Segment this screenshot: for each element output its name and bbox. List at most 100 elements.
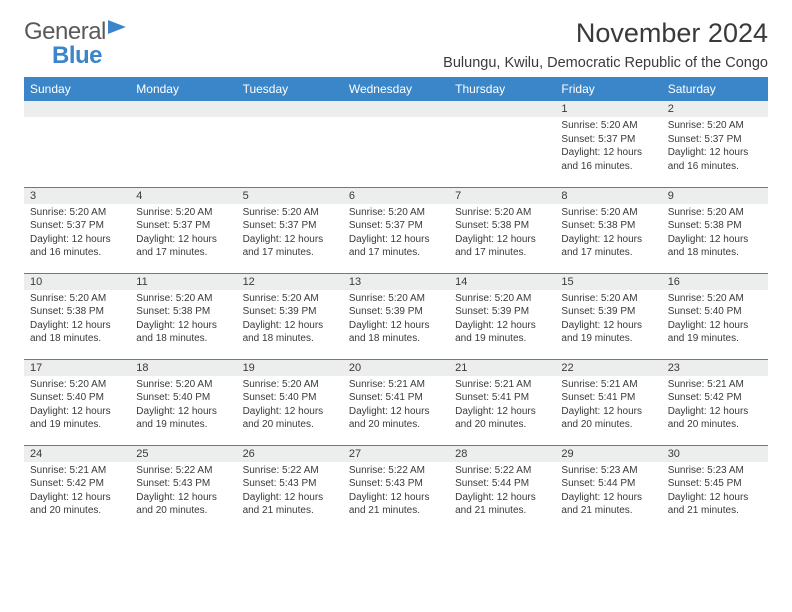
day-details: Sunrise: 5:23 AMSunset: 5:45 PMDaylight:… bbox=[662, 462, 768, 522]
day-number: 20 bbox=[343, 360, 449, 376]
day-details: Sunrise: 5:20 AMSunset: 5:37 PMDaylight:… bbox=[555, 117, 661, 177]
logo-word-2: Blue bbox=[52, 42, 126, 70]
calendar-week-row: 3Sunrise: 5:20 AMSunset: 5:37 PMDaylight… bbox=[24, 187, 768, 273]
day-number: 29 bbox=[555, 446, 661, 462]
day-number: 18 bbox=[130, 360, 236, 376]
day-details: Sunrise: 5:20 AMSunset: 5:38 PMDaylight:… bbox=[662, 204, 768, 264]
calendar-day-cell: 2Sunrise: 5:20 AMSunset: 5:37 PMDaylight… bbox=[662, 101, 768, 187]
calendar-day-cell: 26Sunrise: 5:22 AMSunset: 5:43 PMDayligh… bbox=[237, 445, 343, 531]
calendar-day-cell: 8Sunrise: 5:20 AMSunset: 5:38 PMDaylight… bbox=[555, 187, 661, 273]
day-details: Sunrise: 5:20 AMSunset: 5:40 PMDaylight:… bbox=[24, 376, 130, 436]
calendar-day-cell: 19Sunrise: 5:20 AMSunset: 5:40 PMDayligh… bbox=[237, 359, 343, 445]
day-number: 8 bbox=[555, 188, 661, 204]
day-details: Sunrise: 5:22 AMSunset: 5:44 PMDaylight:… bbox=[449, 462, 555, 522]
day-details: Sunrise: 5:20 AMSunset: 5:37 PMDaylight:… bbox=[343, 204, 449, 264]
day-header: Thursday bbox=[449, 77, 555, 101]
day-header: Sunday bbox=[24, 77, 130, 101]
day-number: 11 bbox=[130, 274, 236, 290]
calendar-day-cell: 27Sunrise: 5:22 AMSunset: 5:43 PMDayligh… bbox=[343, 445, 449, 531]
day-number: 27 bbox=[343, 446, 449, 462]
day-number: 4 bbox=[130, 188, 236, 204]
page-title: November 2024 bbox=[443, 18, 768, 49]
day-number: 16 bbox=[662, 274, 768, 290]
day-number: 10 bbox=[24, 274, 130, 290]
calendar-day-cell: 11Sunrise: 5:20 AMSunset: 5:38 PMDayligh… bbox=[130, 273, 236, 359]
day-number: 23 bbox=[662, 360, 768, 376]
day-number: 17 bbox=[24, 360, 130, 376]
calendar-day-cell bbox=[237, 101, 343, 187]
calendar-day-cell bbox=[24, 101, 130, 187]
day-header: Monday bbox=[130, 77, 236, 101]
calendar-day-cell: 25Sunrise: 5:22 AMSunset: 5:43 PMDayligh… bbox=[130, 445, 236, 531]
day-number: 19 bbox=[237, 360, 343, 376]
day-details: Sunrise: 5:20 AMSunset: 5:39 PMDaylight:… bbox=[343, 290, 449, 350]
day-details: Sunrise: 5:20 AMSunset: 5:38 PMDaylight:… bbox=[449, 204, 555, 264]
day-number: 13 bbox=[343, 274, 449, 290]
day-header: Saturday bbox=[662, 77, 768, 101]
day-number: 30 bbox=[662, 446, 768, 462]
day-details: Sunrise: 5:20 AMSunset: 5:38 PMDaylight:… bbox=[555, 204, 661, 264]
calendar-day-cell: 29Sunrise: 5:23 AMSunset: 5:44 PMDayligh… bbox=[555, 445, 661, 531]
day-number: 12 bbox=[237, 274, 343, 290]
day-number: 21 bbox=[449, 360, 555, 376]
day-details: Sunrise: 5:20 AMSunset: 5:38 PMDaylight:… bbox=[24, 290, 130, 350]
day-number: 14 bbox=[449, 274, 555, 290]
day-details: Sunrise: 5:21 AMSunset: 5:41 PMDaylight:… bbox=[343, 376, 449, 436]
calendar-day-cell: 1Sunrise: 5:20 AMSunset: 5:37 PMDaylight… bbox=[555, 101, 661, 187]
logo: General Blue bbox=[24, 18, 126, 70]
calendar-day-cell: 23Sunrise: 5:21 AMSunset: 5:42 PMDayligh… bbox=[662, 359, 768, 445]
calendar-day-cell bbox=[449, 101, 555, 187]
day-number: 5 bbox=[237, 188, 343, 204]
calendar-day-cell bbox=[130, 101, 236, 187]
day-details: Sunrise: 5:20 AMSunset: 5:40 PMDaylight:… bbox=[662, 290, 768, 350]
calendar-day-cell bbox=[343, 101, 449, 187]
day-number: 7 bbox=[449, 188, 555, 204]
day-details: Sunrise: 5:20 AMSunset: 5:37 PMDaylight:… bbox=[662, 117, 768, 177]
calendar-day-cell: 9Sunrise: 5:20 AMSunset: 5:38 PMDaylight… bbox=[662, 187, 768, 273]
day-details: Sunrise: 5:22 AMSunset: 5:43 PMDaylight:… bbox=[343, 462, 449, 522]
day-details: Sunrise: 5:21 AMSunset: 5:41 PMDaylight:… bbox=[555, 376, 661, 436]
day-number: 25 bbox=[130, 446, 236, 462]
day-details: Sunrise: 5:20 AMSunset: 5:37 PMDaylight:… bbox=[24, 204, 130, 264]
calendar-day-cell: 14Sunrise: 5:20 AMSunset: 5:39 PMDayligh… bbox=[449, 273, 555, 359]
day-number: 9 bbox=[662, 188, 768, 204]
day-number: 26 bbox=[237, 446, 343, 462]
calendar-week-row: 10Sunrise: 5:20 AMSunset: 5:38 PMDayligh… bbox=[24, 273, 768, 359]
calendar-day-cell: 21Sunrise: 5:21 AMSunset: 5:41 PMDayligh… bbox=[449, 359, 555, 445]
calendar-day-cell: 17Sunrise: 5:20 AMSunset: 5:40 PMDayligh… bbox=[24, 359, 130, 445]
day-details: Sunrise: 5:22 AMSunset: 5:43 PMDaylight:… bbox=[130, 462, 236, 522]
flag-icon bbox=[108, 20, 126, 34]
calendar-table: Sunday Monday Tuesday Wednesday Thursday… bbox=[24, 77, 768, 531]
day-number: 15 bbox=[555, 274, 661, 290]
day-details: Sunrise: 5:20 AMSunset: 5:39 PMDaylight:… bbox=[237, 290, 343, 350]
day-number: 24 bbox=[24, 446, 130, 462]
page-subtitle: Bulungu, Kwilu, Democratic Republic of t… bbox=[443, 55, 768, 71]
calendar-day-cell: 16Sunrise: 5:20 AMSunset: 5:40 PMDayligh… bbox=[662, 273, 768, 359]
calendar-day-cell: 18Sunrise: 5:20 AMSunset: 5:40 PMDayligh… bbox=[130, 359, 236, 445]
calendar-day-cell: 15Sunrise: 5:20 AMSunset: 5:39 PMDayligh… bbox=[555, 273, 661, 359]
day-details: Sunrise: 5:20 AMSunset: 5:38 PMDaylight:… bbox=[130, 290, 236, 350]
page-header: General Blue November 2024 Bulungu, Kwil… bbox=[24, 18, 768, 71]
calendar-week-row: 17Sunrise: 5:20 AMSunset: 5:40 PMDayligh… bbox=[24, 359, 768, 445]
calendar-day-cell: 3Sunrise: 5:20 AMSunset: 5:37 PMDaylight… bbox=[24, 187, 130, 273]
day-header: Wednesday bbox=[343, 77, 449, 101]
calendar-day-cell: 6Sunrise: 5:20 AMSunset: 5:37 PMDaylight… bbox=[343, 187, 449, 273]
title-block: November 2024 Bulungu, Kwilu, Democratic… bbox=[443, 18, 768, 71]
day-header-row: Sunday Monday Tuesday Wednesday Thursday… bbox=[24, 77, 768, 101]
day-details: Sunrise: 5:20 AMSunset: 5:39 PMDaylight:… bbox=[555, 290, 661, 350]
calendar-week-row: 1Sunrise: 5:20 AMSunset: 5:37 PMDaylight… bbox=[24, 101, 768, 187]
calendar-day-cell: 30Sunrise: 5:23 AMSunset: 5:45 PMDayligh… bbox=[662, 445, 768, 531]
day-header: Friday bbox=[555, 77, 661, 101]
calendar-day-cell: 22Sunrise: 5:21 AMSunset: 5:41 PMDayligh… bbox=[555, 359, 661, 445]
calendar-day-cell: 20Sunrise: 5:21 AMSunset: 5:41 PMDayligh… bbox=[343, 359, 449, 445]
day-number: 3 bbox=[24, 188, 130, 204]
day-details: Sunrise: 5:21 AMSunset: 5:42 PMDaylight:… bbox=[24, 462, 130, 522]
calendar-week-row: 24Sunrise: 5:21 AMSunset: 5:42 PMDayligh… bbox=[24, 445, 768, 531]
day-header: Tuesday bbox=[237, 77, 343, 101]
calendar-day-cell: 4Sunrise: 5:20 AMSunset: 5:37 PMDaylight… bbox=[130, 187, 236, 273]
calendar-day-cell: 7Sunrise: 5:20 AMSunset: 5:38 PMDaylight… bbox=[449, 187, 555, 273]
calendar-day-cell: 10Sunrise: 5:20 AMSunset: 5:38 PMDayligh… bbox=[24, 273, 130, 359]
day-number: 28 bbox=[449, 446, 555, 462]
day-number: 6 bbox=[343, 188, 449, 204]
day-details: Sunrise: 5:20 AMSunset: 5:40 PMDaylight:… bbox=[130, 376, 236, 436]
